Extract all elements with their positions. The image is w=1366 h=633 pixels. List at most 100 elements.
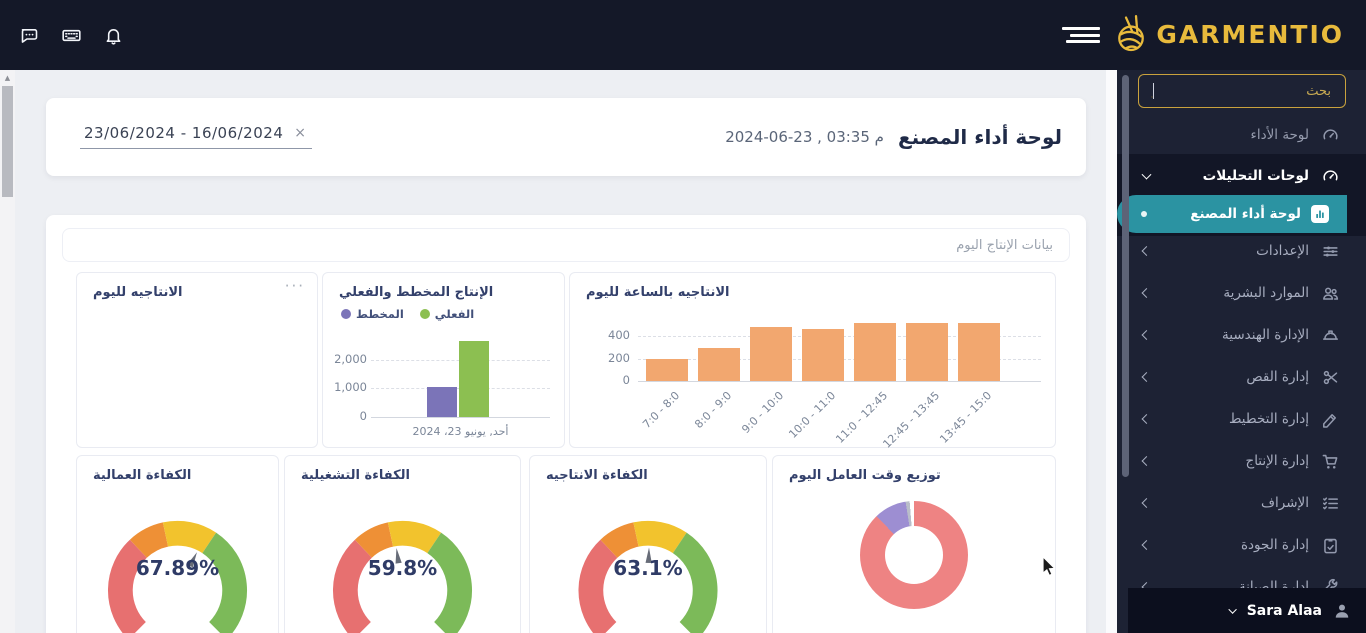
hour-bar [958, 323, 1000, 381]
gauge-needle [645, 547, 652, 564]
bar-chart-icon [1311, 205, 1329, 223]
sidebar-item-label: إدارة القص [1246, 369, 1309, 385]
user-menu[interactable]: Sara Alaa [1128, 588, 1366, 633]
page-scrollbar: ▲ [0, 70, 15, 633]
wrench-icon [1321, 578, 1340, 597]
gauge-labor-efficiency-card: الكفاءة العمالية 67.89% [76, 455, 279, 633]
sidebar-item[interactable]: إدارة الإنتاج [1117, 441, 1366, 481]
donut-chart [860, 501, 968, 609]
legend-item[interactable]: المخطط [341, 307, 404, 321]
sidebar-item[interactable]: الإعدادات [1117, 231, 1366, 271]
sidebar-item-label: الإشراف [1261, 495, 1309, 511]
hard-hat-icon [1321, 326, 1340, 345]
gauge-needle [187, 552, 197, 568]
gauge-segment [162, 520, 217, 554]
gauge-segment [633, 520, 687, 554]
gauge-segment [333, 539, 373, 633]
production-data-section: بيانات الإنتاج اليوم الانتاجيه لليوم ···… [46, 215, 1086, 633]
x-axis-label: أحد, يونيو 23، 2024 [412, 425, 509, 438]
bell-icon[interactable] [100, 22, 126, 48]
chart-hourly-productivity-card: الانتاجيه بالساعة لليوم 0 200 400 7:0 - 8:0… [569, 272, 1056, 451]
gauge-segment [672, 532, 718, 633]
chat-icon[interactable] [16, 22, 42, 48]
checklist-icon [1321, 494, 1340, 513]
y-axis-tick: 1,000 [334, 380, 367, 395]
chevron-left-icon [1141, 246, 1152, 256]
legend-item[interactable]: الفعلي [419, 307, 475, 321]
clear-icon[interactable]: × [294, 125, 306, 141]
gauge-segment [387, 520, 442, 554]
gauge-segment [354, 522, 394, 559]
sidebar-item-label: لوحة الأداء [1250, 127, 1309, 143]
x-axis-label: 13:45 - 15:0 [937, 389, 995, 446]
y-axis-tick: 0 [622, 373, 630, 387]
sliders-icon [1321, 242, 1340, 261]
speedometer-icon [1321, 167, 1340, 186]
page-header-card: لوحة أداء المصنع 2024-06-23 , 03:35 م 23… [46, 98, 1086, 176]
sidebar-item-label: الموارد البشرية [1223, 285, 1309, 301]
gauge-chart [108, 520, 247, 633]
chart-title: الكفاءة العمالية [93, 468, 192, 483]
gauge-segment [600, 522, 640, 559]
sidebar-item[interactable]: إدارة التخطيط [1117, 399, 1366, 439]
speedometer-icon [1321, 126, 1340, 145]
date-range-input[interactable]: 23/06/2024 - 16/06/2024 × [80, 122, 312, 149]
active-bullet [1141, 211, 1147, 217]
chart-title: توزيع وقت العامل اليوم [789, 468, 941, 483]
donut-hole [885, 526, 943, 584]
sidebar-item[interactable]: لوحات التحليلات [1117, 156, 1366, 196]
sidebar-item-label: لوحة أداء المصنع [1190, 206, 1301, 222]
date-range-value: 23/06/2024 - 16/06/2024 [84, 124, 284, 142]
sidebar-item[interactable]: الموارد البشرية [1117, 273, 1366, 313]
chevron-left-icon [1141, 456, 1152, 466]
drafting-icon [1321, 410, 1340, 429]
legend-label: الفعلي [434, 307, 475, 321]
section-title: بيانات الإنتاج اليوم [956, 237, 1053, 253]
keyboard-icon[interactable] [58, 22, 84, 48]
chart-title: الانتاجيه بالساعة لليوم [586, 285, 730, 300]
hour-bar [698, 348, 740, 381]
chevron-left-icon [1141, 288, 1152, 298]
sidebar-item[interactable]: لوحة أداء المصنع [1117, 195, 1347, 233]
bar-الفعلي [459, 341, 489, 417]
top-bar: GARMENTIO [0, 0, 1366, 70]
gauge-chart [578, 520, 718, 633]
user-icon [1332, 601, 1352, 621]
search-input[interactable] [1159, 82, 1333, 100]
legend-label: المخطط [356, 307, 404, 321]
page-title: لوحة أداء المصنع [897, 125, 1062, 149]
y-axis-tick: 2,000 [334, 351, 367, 366]
cart-icon [1321, 452, 1340, 471]
sidebar-item[interactable]: الإدارة الهندسية [1117, 315, 1366, 355]
y-axis-tick: 400 [608, 328, 630, 342]
content-edge-strip [1106, 70, 1117, 633]
chevron-left-icon [1141, 540, 1152, 550]
hamburger-menu-icon[interactable] [1062, 27, 1100, 47]
sidebar-item-label: لوحات التحليلات [1202, 168, 1309, 184]
section-header: بيانات الإنتاج اليوم [62, 228, 1070, 262]
ellipsis-menu-icon[interactable]: ··· [284, 277, 305, 295]
y-axis-tick: 200 [608, 350, 630, 365]
brand-logo[interactable]: GARMENTIO [1112, 14, 1344, 54]
gauge-segment [129, 522, 169, 559]
x-axis-label: 9:0 - 10:0 [739, 389, 787, 436]
chart-daily-productivity-card: الانتاجيه لليوم ··· [76, 272, 318, 448]
sidebar-scrollbar-thumb[interactable] [1122, 75, 1129, 477]
x-axis-label: 8:0 - 9:0 [692, 389, 735, 431]
scroll-up-arrow[interactable]: ▲ [4, 74, 11, 82]
clipboard-check-icon [1321, 536, 1340, 555]
x-axis-label: 7:0 - 8:0 [640, 389, 683, 431]
sidebar-item[interactable]: إدارة القص [1117, 357, 1366, 397]
page-scrollbar-thumb[interactable] [2, 86, 13, 197]
sidebar-item[interactable]: إدارة الجودة [1117, 525, 1366, 565]
sidebar-item[interactable]: الإشراف [1117, 483, 1366, 523]
chart-title: الكفاءة التشغيلية [301, 468, 410, 483]
user-name: Sara Alaa [1246, 602, 1322, 619]
sidebar-item[interactable]: لوحة الأداء [1117, 115, 1366, 155]
y-axis-tick: 0 [359, 409, 367, 423]
gauge-chart [333, 520, 472, 633]
hour-bar [906, 323, 948, 381]
planned-vs-actual-plot: 0 1,000 2,000 أحد, يونيو 23، 2024 [323, 273, 564, 447]
chart-title: الانتاجيه لليوم [93, 285, 183, 300]
chevron-left-icon [1141, 372, 1152, 382]
